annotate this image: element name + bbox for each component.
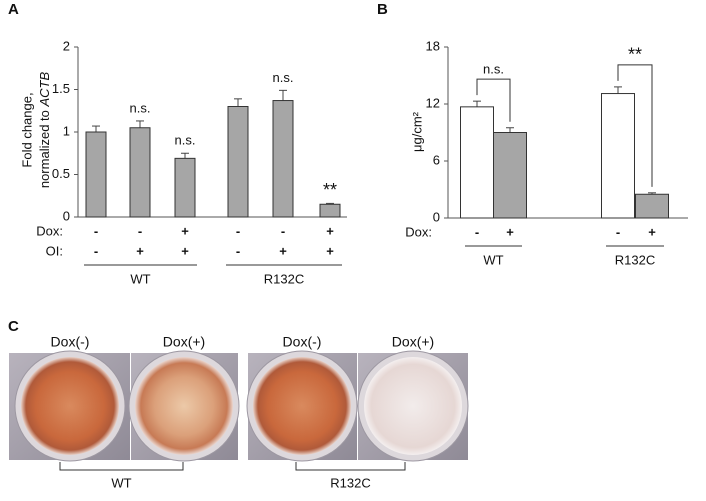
group-label: WT: [483, 252, 503, 267]
row-sign: +: [181, 223, 189, 238]
row-sign: -: [138, 223, 142, 238]
well-stain: [364, 357, 462, 455]
panel-label: C: [8, 318, 19, 335]
y-tick-label: 1: [63, 123, 70, 138]
well-stain: [21, 357, 119, 455]
comparison-label: n.s.: [483, 62, 504, 77]
row-sign: +: [506, 224, 514, 239]
row-sign: -: [281, 223, 285, 238]
row-sign: +: [326, 223, 334, 238]
row-sign: -: [94, 243, 98, 258]
y-tick-label: 1.5: [52, 81, 70, 96]
bar: [601, 93, 635, 219]
row-sign: +: [648, 224, 656, 239]
row-sign: -: [616, 224, 620, 239]
panel-label: A: [8, 1, 19, 18]
group-label: R132C: [330, 475, 370, 490]
y-tick-label: 18: [426, 38, 440, 53]
well-label: Dox(-): [51, 334, 90, 350]
row-sign: +: [181, 243, 189, 258]
bar: [635, 193, 669, 219]
well-label: Dox(+): [163, 334, 205, 350]
row-sign: +: [136, 243, 144, 258]
row-label: Dox:: [36, 223, 63, 238]
bar: [174, 157, 196, 218]
y-axis-label-text: normalized to: [37, 107, 52, 189]
row-sign: +: [326, 243, 334, 258]
comparison-bracket: [617, 64, 653, 187]
bar: [85, 131, 107, 218]
y-axis-label-gene: ACTB: [37, 72, 52, 108]
y-axis-label: normalized to ACTB: [37, 72, 52, 189]
group-label: R132C: [615, 252, 655, 267]
well-stain: [253, 357, 351, 455]
annotation: n.s.: [175, 133, 196, 148]
y-axis-label: μg/cm²: [409, 111, 424, 152]
group-bracket: [295, 462, 406, 471]
y-tick-label: 0.5: [52, 166, 70, 181]
group-label: R132C: [264, 271, 304, 286]
bar: [227, 106, 249, 218]
row-sign: -: [94, 223, 98, 238]
bar: [129, 127, 151, 218]
annotation: n.s.: [130, 100, 151, 115]
bar: [460, 106, 494, 219]
y-axis-label: Fold change,: [19, 92, 34, 167]
group-bracket: [59, 462, 184, 471]
row-label: Dox:: [405, 224, 432, 239]
group-label: WT: [130, 271, 150, 286]
well-stain: [135, 357, 233, 455]
well-label: Dox(-): [283, 334, 322, 350]
row-sign: +: [279, 243, 287, 258]
y-tick-label: 6: [433, 152, 440, 167]
comparison-bracket: [476, 78, 511, 122]
y-tick-label: 0: [63, 208, 70, 223]
row-sign: -: [475, 224, 479, 239]
y-tick-label: 2: [63, 38, 70, 53]
row-sign: -: [236, 243, 240, 258]
bar: [319, 203, 341, 218]
row-label: OI:: [46, 243, 63, 258]
y-tick-label: 0: [433, 209, 440, 224]
annotation: n.s.: [273, 70, 294, 85]
bar: [493, 132, 527, 219]
y-tick-label: 12: [426, 95, 440, 110]
bar: [272, 100, 294, 218]
panel-label: B: [377, 1, 388, 18]
annotation: **: [323, 180, 337, 200]
group-label: WT: [111, 475, 131, 490]
comparison-label: **: [628, 45, 642, 65]
row-sign: -: [236, 223, 240, 238]
well-label: Dox(+): [392, 334, 434, 350]
